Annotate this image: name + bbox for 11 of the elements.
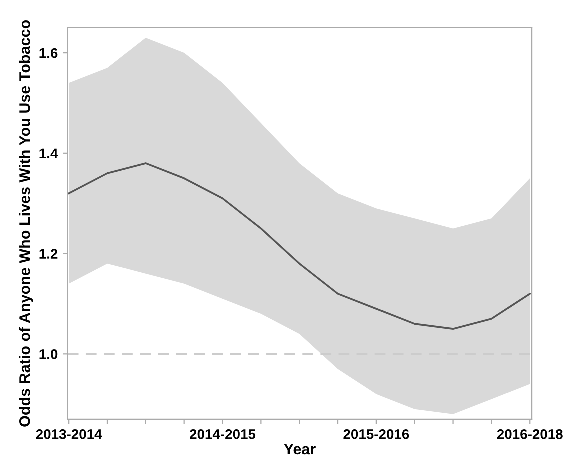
x-tick-label: 2016-2018 [497,429,563,440]
y-tick-label: 1.2 [40,249,58,259]
y-tick-label: 1.0 [40,349,58,360]
line-series [68,162,532,330]
y-tick-label: 1.6 [40,48,58,58]
x-axis-title: Year [284,444,316,455]
y-axis-title: Odds Ratio of Anyone Who Lives With You Use Tobacco [19,20,34,427]
x-tick-label: 2014-2015 [190,429,256,440]
x-tick-label: 2015-2016 [344,429,410,440]
y-tick-label: 1.4 [40,148,58,158]
x-tick-label: 2013-2014 [36,429,102,440]
